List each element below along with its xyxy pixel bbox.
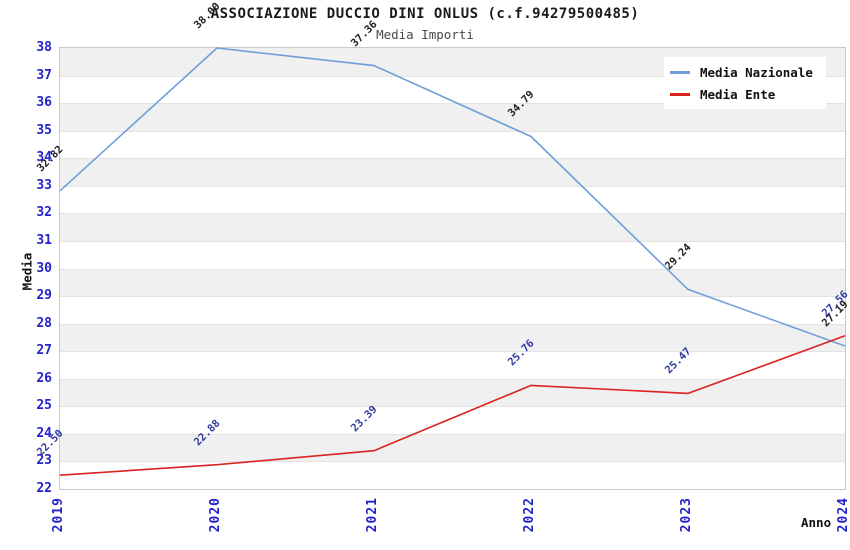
legend-line-swatch-ente <box>670 92 690 96</box>
x-tick-label: 2019 <box>51 497 66 533</box>
background-stripe <box>60 296 845 324</box>
x-tick-label: 2024 <box>836 497 850 533</box>
background-stripe <box>60 130 845 159</box>
y-tick-label: 36 <box>36 95 52 111</box>
y-tick-label: 27 <box>36 343 52 359</box>
y-tick-label: 37 <box>36 67 52 83</box>
plot-area: 32.82 38.00 37.36 34.79 29.24 27.19 22.50 22.88… <box>35 0 850 490</box>
y-tick-label: 22 <box>36 481 52 496</box>
background-stripe <box>60 406 845 434</box>
y-tick-label: 33 <box>36 177 52 193</box>
series-lines <box>59 47 846 476</box>
background-stripe <box>60 351 845 379</box>
background-stripe <box>60 185 845 214</box>
background-stripe <box>60 323 845 352</box>
y-tick-label: 23 <box>36 453 52 469</box>
legend-item-media-ente: Media Ente <box>670 83 820 105</box>
y-tick-label: 30 <box>36 260 52 276</box>
y-tick-label: 28 <box>36 315 52 331</box>
line-media-nazionale <box>59 47 846 347</box>
y-tick-label: 31 <box>36 232 52 248</box>
y-tick-label: 26 <box>36 370 52 386</box>
background-stripe <box>60 213 845 241</box>
x-tick-label: 2022 <box>522 497 537 533</box>
y-tick-label: 35 <box>36 122 52 138</box>
x-axis-title: Anno <box>801 515 832 530</box>
legend-label-media-ente: Media Ente <box>700 86 776 102</box>
y-tick-label: 32 <box>36 205 52 221</box>
background-stripe <box>60 268 845 297</box>
legend: Media Nazionale Media Ente <box>664 57 826 109</box>
y-tick-label: 38 <box>36 40 52 55</box>
y-tick-label: 34 <box>36 150 52 166</box>
legend-item-media-nazionale: Media Nazionale <box>670 61 820 83</box>
line-media-ente <box>59 335 846 476</box>
y-tick-label: 25 <box>36 398 52 414</box>
legend-line-swatch-nazionale <box>670 70 690 74</box>
background-stripe <box>60 240 845 269</box>
y-tick-label: 29 <box>36 288 52 304</box>
x-tick-label: 2020 <box>208 497 223 533</box>
background-stripe <box>60 433 845 462</box>
chart-title: ASSOCIAZIONE DUCCIO DINI ONLUS (c.f.9427… <box>210 6 640 22</box>
x-tick-label: 2023 <box>679 497 694 533</box>
background-stripe <box>60 158 845 186</box>
y-tick-label: 24 <box>36 425 52 441</box>
legend-label-media-nazionale: Media Nazionale <box>700 64 813 80</box>
x-tick-label: 2021 <box>365 497 380 533</box>
chart-subtitle: Media Importi <box>376 27 474 42</box>
